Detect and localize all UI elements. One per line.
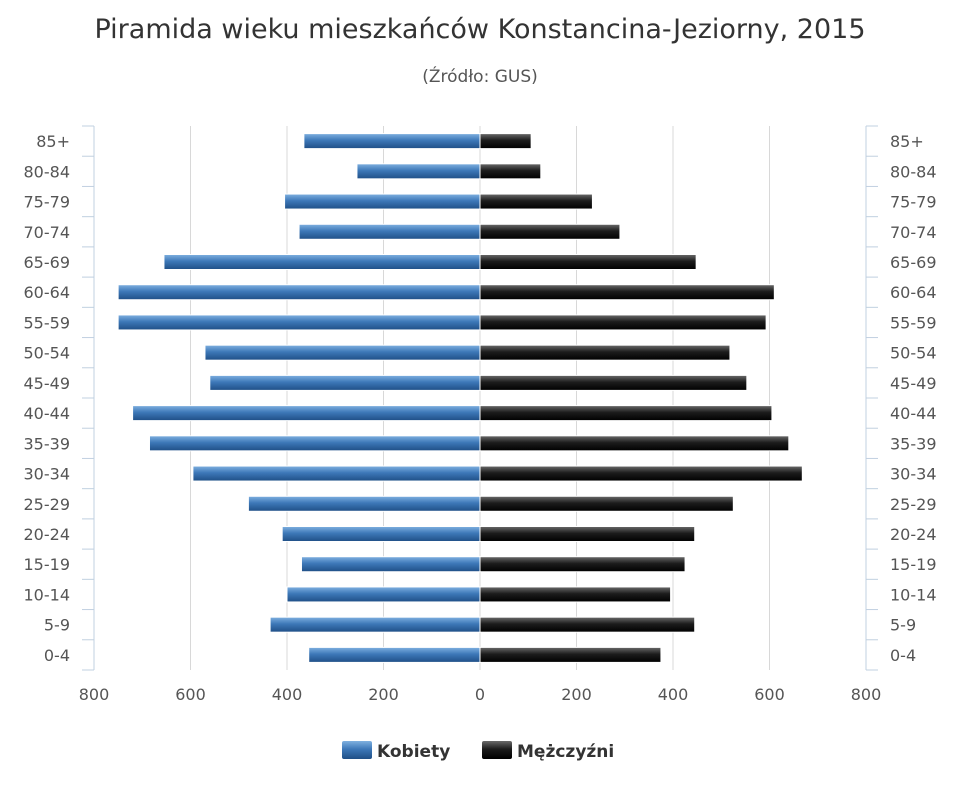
chart-title: Piramida wieku mieszkańców Konstancina-J… <box>94 14 865 45</box>
left-category-label: 15-19 <box>24 555 71 574</box>
bar-mezczyzni[interactable] <box>479 646 662 663</box>
legend-swatch-mezczyzni <box>482 741 512 759</box>
x-tick-label: 800 <box>851 685 882 704</box>
left-category-label: 45-49 <box>24 374 71 393</box>
bar-kobiety[interactable] <box>286 586 481 603</box>
bar-kobiety[interactable] <box>298 223 481 240</box>
legend-item-mezczyzni[interactable]: Mężczyźni <box>482 741 614 762</box>
left-category-label: 65-69 <box>24 253 71 272</box>
bar-kobiety[interactable] <box>192 465 481 482</box>
bar-kobiety[interactable] <box>148 435 481 452</box>
x-tick-label: 200 <box>368 685 399 704</box>
right-category-label: 75-79 <box>890 193 937 212</box>
bar-mezczyzni[interactable] <box>479 254 697 270</box>
right-category-label: 10-14 <box>890 585 937 604</box>
bar-mezczyzni[interactable] <box>479 616 696 633</box>
bar-kobiety[interactable] <box>269 616 481 633</box>
right-category-axis: 0-4 5-9 10-14 15-19 20-24 25-29 30-34 35-39 40-4… <box>865 125 937 671</box>
bar-mezczyzni[interactable] <box>479 405 773 422</box>
bar-mezczyzni[interactable] <box>479 435 790 452</box>
right-category-label: 20-24 <box>890 525 937 544</box>
right-category-label: 70-74 <box>890 223 937 242</box>
bar-kobiety[interactable] <box>303 133 481 150</box>
bar-kobiety[interactable] <box>281 526 481 542</box>
right-category-label: 40-44 <box>890 404 937 423</box>
right-category-label: 30-34 <box>890 465 937 484</box>
x-tick-label: 600 <box>175 685 206 704</box>
bar-kobiety[interactable] <box>132 405 481 422</box>
right-category-label: 85+ <box>890 132 924 151</box>
left-category-label: 75-79 <box>24 193 71 212</box>
legend-swatch-kobiety <box>342 741 372 759</box>
bar-kobiety[interactable] <box>117 314 481 331</box>
bar-mezczyzni[interactable] <box>479 586 672 603</box>
bar-mezczyzni[interactable] <box>479 556 686 573</box>
bar-kobiety[interactable] <box>284 193 481 210</box>
left-category-label: 10-14 <box>24 585 71 604</box>
right-category-label: 35-39 <box>890 434 937 453</box>
bar-mezczyzni[interactable] <box>479 344 731 361</box>
bar-kobiety[interactable] <box>204 344 481 361</box>
bar-kobiety[interactable] <box>356 163 481 180</box>
bar-mezczyzni[interactable] <box>479 284 775 301</box>
x-tick-label: 0 <box>475 685 485 704</box>
left-category-axis: 0-4 5-9 10-14 15-19 20-24 25-29 30-34 35-39 40-4… <box>24 125 95 671</box>
left-category-label: 55-59 <box>24 313 71 332</box>
bar-mezczyzni[interactable] <box>479 223 621 240</box>
bar-kobiety[interactable] <box>300 556 481 573</box>
x-axis-tick-labels: 800 600 400 200 0 200 400 600 800 <box>79 685 882 704</box>
left-category-label: 5-9 <box>44 616 70 635</box>
left-category-label: 70-74 <box>24 223 71 242</box>
left-category-label: 40-44 <box>24 404 71 423</box>
x-tick-label: 800 <box>79 685 110 704</box>
bar-mezczyzni[interactable] <box>479 465 803 482</box>
chart-subtitle: (Źródło: GUS) <box>422 65 538 87</box>
legend-item-kobiety[interactable]: Kobiety <box>342 741 450 762</box>
bar-kobiety[interactable] <box>209 374 481 391</box>
right-category-label: 50-54 <box>890 344 937 363</box>
left-category-label: 30-34 <box>24 465 71 484</box>
right-category-label: 5-9 <box>890 616 916 635</box>
right-category-label: 60-64 <box>890 283 937 302</box>
x-tick-label: 400 <box>272 685 303 704</box>
left-category-label: 25-29 <box>24 495 71 514</box>
x-tick-label: 600 <box>754 685 785 704</box>
legend-label-mezczyzni: Mężczyźni <box>517 742 614 762</box>
bar-mezczyzni[interactable] <box>479 133 532 150</box>
grid-lines <box>190 126 770 670</box>
legend-label-kobiety: Kobiety <box>377 742 450 762</box>
bar-mezczyzni[interactable] <box>479 163 542 180</box>
bar-mezczyzni[interactable] <box>479 314 767 331</box>
bar-kobiety[interactable] <box>247 495 481 512</box>
left-category-label: 85+ <box>36 132 70 151</box>
right-category-label: 65-69 <box>890 253 937 272</box>
left-category-label: 35-39 <box>24 434 71 453</box>
x-tick-label: 400 <box>658 685 689 704</box>
left-category-label: 80-84 <box>24 162 71 181</box>
left-category-label: 0-4 <box>44 646 70 665</box>
bar-kobiety[interactable] <box>117 284 481 301</box>
left-category-label: 20-24 <box>24 525 71 544</box>
legend[interactable]: Kobiety Mężczyźni <box>342 741 614 762</box>
x-tick-label: 200 <box>561 685 592 704</box>
right-category-label: 55-59 <box>890 313 937 332</box>
right-category-label: 80-84 <box>890 162 937 181</box>
right-category-label: 45-49 <box>890 374 937 393</box>
bar-mezczyzni[interactable] <box>479 495 734 512</box>
bar-kobiety[interactable] <box>163 254 481 270</box>
left-category-label: 50-54 <box>24 344 71 363</box>
right-category-label: 15-19 <box>890 555 937 574</box>
left-category-label: 60-64 <box>24 283 71 302</box>
bar-mezczyzni[interactable] <box>479 526 696 542</box>
bar-mezczyzni[interactable] <box>479 193 593 210</box>
right-category-label: 0-4 <box>890 646 916 665</box>
bars <box>117 133 803 663</box>
bar-kobiety[interactable] <box>308 646 481 663</box>
bar-mezczyzni[interactable] <box>479 374 748 391</box>
right-category-label: 25-29 <box>890 495 937 514</box>
